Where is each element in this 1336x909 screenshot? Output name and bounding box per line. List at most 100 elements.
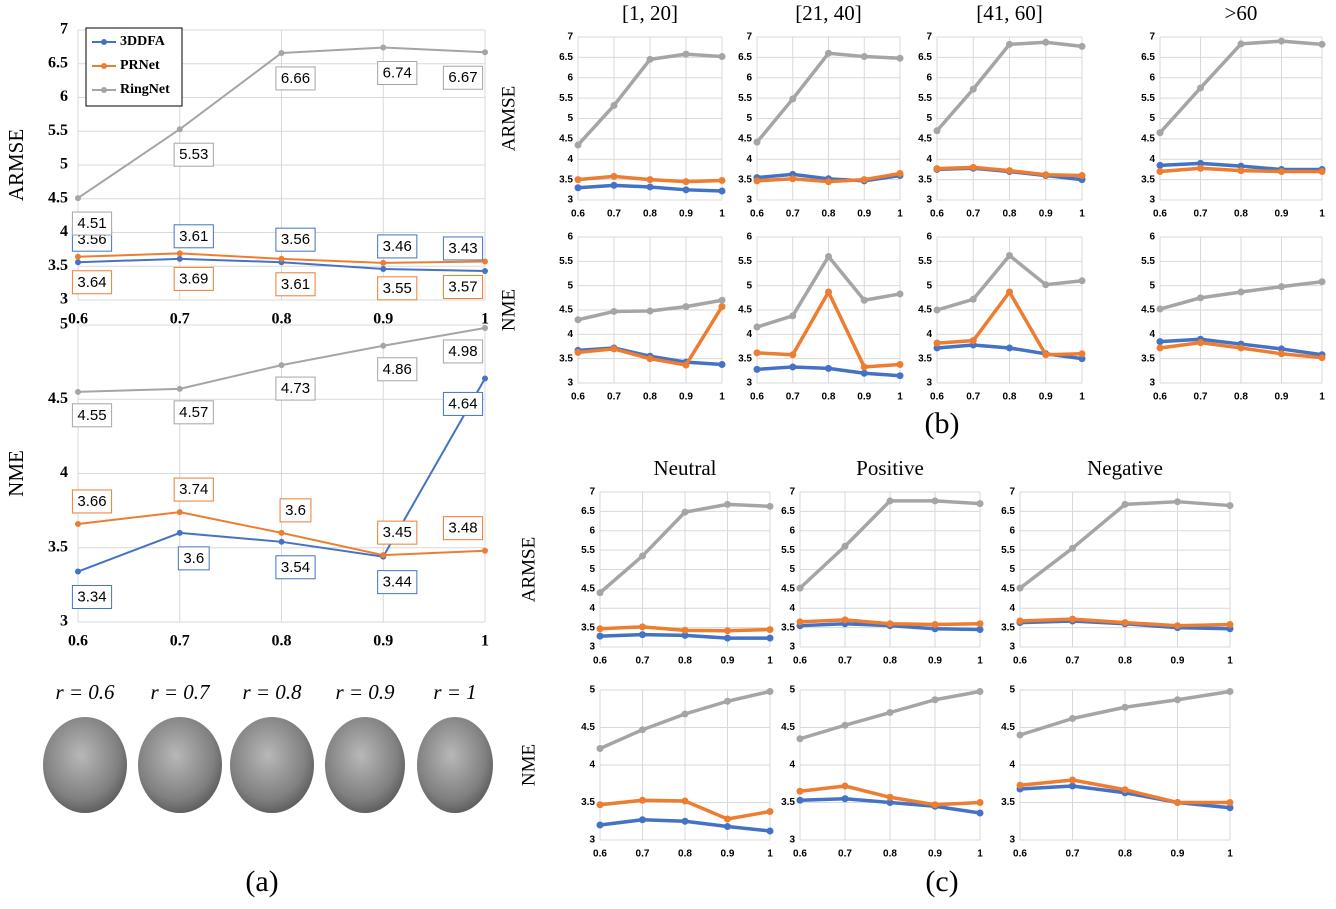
face-label: r = 0.6 bbox=[55, 680, 115, 704]
y-tick-label: 3.5 bbox=[918, 174, 932, 185]
x-tick-label: 0.7 bbox=[1066, 849, 1080, 860]
y-tick-label: 3.5 bbox=[918, 353, 932, 364]
point bbox=[646, 307, 654, 315]
x-tick-label: 0.7 bbox=[966, 209, 980, 220]
point bbox=[724, 627, 731, 635]
y-tick-label: 4 bbox=[589, 603, 595, 614]
point bbox=[1226, 621, 1234, 629]
face-label: r = 0.8 bbox=[242, 680, 302, 704]
point bbox=[639, 726, 646, 734]
y-tick-label: 5 bbox=[746, 113, 752, 124]
point bbox=[639, 816, 646, 824]
point bbox=[1174, 498, 1181, 506]
x-tick-label: 0.7 bbox=[170, 633, 190, 650]
face bbox=[138, 717, 222, 813]
point bbox=[841, 795, 849, 803]
x-tick-label: 0.7 bbox=[786, 392, 800, 403]
y-axis-label: NME bbox=[4, 450, 28, 497]
point bbox=[969, 85, 977, 93]
point bbox=[1006, 40, 1013, 48]
data-label: 6.74 bbox=[383, 65, 412, 82]
x-tick-label: 0.7 bbox=[636, 656, 650, 667]
y-tick-label: 5 bbox=[60, 316, 68, 333]
data-label: 3.54 bbox=[281, 559, 310, 576]
y-tick-label: 4 bbox=[60, 223, 68, 240]
data-label-box bbox=[71, 403, 113, 428]
data-label-box bbox=[442, 339, 484, 364]
point bbox=[380, 265, 387, 272]
x-tick-label: 1 bbox=[719, 209, 725, 220]
point bbox=[886, 620, 894, 628]
y-axis-label: ARMSE bbox=[498, 86, 519, 151]
chart: 33.544.550.6 0.7 0.8 0.9 1NME3.343.63.543.44… bbox=[4, 316, 489, 650]
y-tick-label: 3 bbox=[567, 378, 573, 389]
point bbox=[796, 584, 804, 592]
point bbox=[1069, 776, 1076, 784]
point bbox=[976, 626, 984, 634]
point bbox=[789, 312, 797, 320]
point bbox=[681, 508, 689, 516]
y-tick-label: 5 bbox=[746, 280, 752, 291]
point bbox=[1174, 696, 1181, 704]
point bbox=[766, 827, 774, 835]
point bbox=[1318, 354, 1326, 362]
legend-label: 3DDFA bbox=[120, 34, 166, 49]
y-tick-label: 3 bbox=[789, 642, 795, 653]
point bbox=[681, 797, 689, 805]
data-label: 3.69 bbox=[179, 270, 208, 287]
x-tick-label: 0.6 bbox=[68, 633, 88, 650]
point bbox=[724, 823, 731, 830]
data-label: 3.61 bbox=[179, 228, 208, 245]
y-tick-label: 4.5 bbox=[918, 134, 932, 145]
y-tick-label: 4 bbox=[789, 760, 795, 771]
y-tick-label: 6 bbox=[567, 232, 573, 243]
y-tick-label: 5.5 bbox=[1141, 256, 1155, 267]
legend-label: RingNet bbox=[120, 82, 170, 97]
point bbox=[796, 796, 804, 804]
x-tick-label: 0.9 bbox=[679, 209, 693, 220]
x-tick-label: 0.9 bbox=[721, 656, 735, 667]
y-tick-label: 7 bbox=[1009, 487, 1015, 498]
chart: 3 3.5 4 4.5 5 5.5 6 6.5 7 0.6 0.7 0.8 0.9 1 Negative bbox=[1001, 456, 1234, 667]
data-label: 4.86 bbox=[383, 361, 412, 378]
y-tick-label: 5 bbox=[567, 113, 573, 124]
point bbox=[1069, 715, 1076, 722]
y-tick-label: 3 bbox=[567, 195, 573, 206]
point bbox=[976, 809, 984, 817]
data-label-box bbox=[173, 477, 214, 502]
data-label-box bbox=[177, 546, 210, 571]
y-tick-label: 5 bbox=[1009, 564, 1015, 575]
y-tick-label: 6 bbox=[60, 88, 68, 105]
point bbox=[841, 721, 849, 729]
chart: 3 3.5 4 4.5 5 5.5 6 6.5 7 0.6 0.7 0.8 0.9 1 >60 bbox=[1141, 1, 1326, 220]
faces bbox=[43, 717, 493, 813]
point bbox=[1006, 167, 1013, 175]
point bbox=[1121, 619, 1129, 627]
point bbox=[1226, 799, 1234, 806]
face-label: r = 1 bbox=[433, 680, 476, 704]
x-tick-label: 0.9 bbox=[857, 209, 871, 220]
y-tick-label: 4.5 bbox=[1001, 584, 1015, 595]
y-tick-label: 5.5 bbox=[581, 545, 595, 556]
point bbox=[969, 337, 977, 345]
y-tick-label: 3 bbox=[746, 195, 752, 206]
point bbox=[681, 626, 689, 634]
point bbox=[931, 696, 939, 704]
point bbox=[724, 815, 731, 823]
data-label-box bbox=[275, 66, 316, 91]
y-tick-label: 4 bbox=[567, 329, 573, 340]
x-tick-label: 0.9 bbox=[1039, 392, 1053, 403]
x-tick-label: 1 bbox=[767, 849, 773, 860]
point bbox=[896, 54, 904, 62]
point bbox=[933, 306, 941, 314]
point bbox=[825, 364, 832, 372]
y-tick-label: 6 bbox=[567, 72, 573, 83]
point bbox=[639, 796, 646, 804]
point bbox=[896, 290, 904, 298]
x-tick-label: 0.8 bbox=[883, 656, 897, 667]
point bbox=[596, 821, 604, 829]
point bbox=[1237, 288, 1245, 296]
x-tick-label: 0.6 bbox=[1013, 849, 1027, 860]
face bbox=[325, 717, 405, 813]
y-tick-label: 6 bbox=[746, 72, 752, 83]
